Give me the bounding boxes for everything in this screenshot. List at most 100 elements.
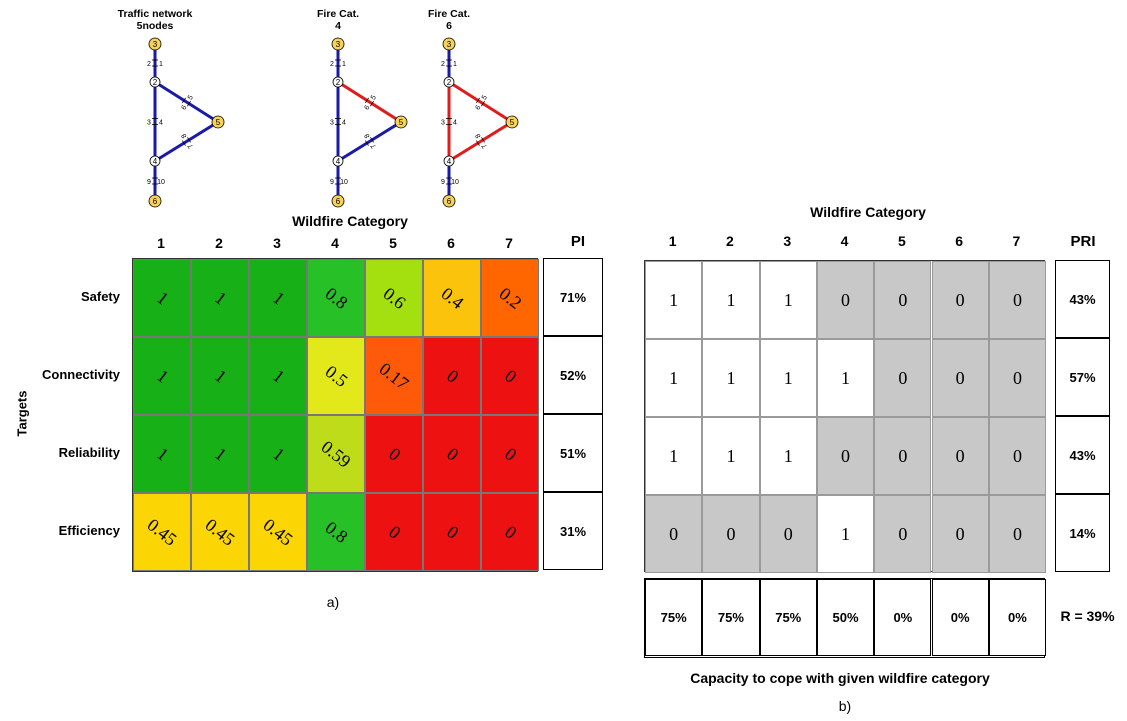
panel-b-capacity-value: 75% xyxy=(702,579,760,656)
node-label: 5 xyxy=(510,118,515,127)
panel-b-cell-value: 1 xyxy=(726,289,736,310)
panel-a-cell: 0.59 xyxy=(307,415,365,493)
link-label: 5 xyxy=(481,94,489,101)
panel-b-cell: 0 xyxy=(988,495,1047,573)
panel-a-cell-value: 0.59 xyxy=(317,436,355,472)
panel-a-cell: 1 xyxy=(191,337,249,415)
panel-b-cell-value: 0 xyxy=(783,523,793,544)
link-label: 9 xyxy=(330,179,334,186)
panel-a-cell: 0.45 xyxy=(133,493,191,571)
panel-a-cell: 1 xyxy=(133,415,191,493)
panel-a-cell-value: 0 xyxy=(442,520,463,543)
panel-a-cell: 0.8 xyxy=(307,259,365,337)
panel-b-category-header: 1 xyxy=(668,233,677,249)
panel-a-category-header: 1 xyxy=(157,235,165,251)
link-label: 9 xyxy=(441,179,445,186)
node-label: 3 xyxy=(336,40,341,49)
panel-b-capacity-value: 0% xyxy=(874,579,932,656)
panel-a-cell: 1 xyxy=(191,259,249,337)
panel-b-cell-value: 0 xyxy=(841,289,851,310)
panel-b-cell: 0 xyxy=(874,261,932,339)
panel-a-cell-value: 0.45 xyxy=(259,514,297,550)
panel-a-cell: 0.45 xyxy=(249,493,307,571)
node-label: 2 xyxy=(447,78,452,87)
panel-a-cell-value: 0 xyxy=(384,520,405,543)
network-node-n5 xyxy=(211,115,225,129)
panel-b-cell-value: 1 xyxy=(669,367,679,388)
panel-b-cell: 0 xyxy=(988,339,1047,417)
panel-a-row-label: Connectivity xyxy=(41,367,120,382)
node-label: 2 xyxy=(336,78,341,87)
panel-a-pi-value: 52% xyxy=(543,336,603,414)
panel-b-cell-value: 0 xyxy=(1012,367,1022,388)
panel-b-cell-value: 1 xyxy=(841,367,851,388)
network-node-n3 xyxy=(148,37,162,51)
panel-b-cell: 1 xyxy=(702,261,760,339)
network-node-n3 xyxy=(442,37,456,51)
panel-b-capacity-value: 75% xyxy=(759,579,817,656)
panel-b-category-header: 7 xyxy=(1012,233,1021,249)
panel-a-cell: 1 xyxy=(133,259,191,337)
panel-b-cell-value: 0 xyxy=(955,445,965,466)
panel-b-cell: 0 xyxy=(988,261,1047,339)
network-title-line2: 6 xyxy=(446,20,452,32)
panel-b-cell-value: 0 xyxy=(955,367,965,388)
panel-a-cell-value: 0.4 xyxy=(437,282,468,313)
panel-a-cell: 0 xyxy=(481,493,539,571)
panel-a-cell: 1 xyxy=(249,415,307,493)
panel-b-cell-value: 1 xyxy=(669,289,679,310)
link-label: 10 xyxy=(340,179,348,186)
network-node-n5 xyxy=(505,115,519,129)
panel-a-row-label: Efficiency xyxy=(58,523,120,538)
network-link-n2n5 xyxy=(448,80,513,124)
panel-a-row-label: Reliability xyxy=(58,445,120,460)
link-label: 4 xyxy=(342,120,346,127)
panel-a-cell-value: 0 xyxy=(384,442,405,465)
panel-b-cell: 0 xyxy=(816,417,875,495)
node-label: 4 xyxy=(336,157,341,166)
panel-b-matrix: 1 1 1 0 0 0 0 1 1 1 1 0 0 0 1 1 1 0 0 0 0 0 0 0 1 0 0 0 xyxy=(644,260,1047,573)
network-node-n2 xyxy=(332,76,344,88)
panel-b-category-header: 6 xyxy=(955,233,964,249)
link-label: 1 xyxy=(159,61,163,68)
panel-a-pi-value: 51% xyxy=(543,414,603,492)
panel-a-cell-value: 0 xyxy=(442,442,463,465)
panel-a-cell-value: 0 xyxy=(500,520,521,543)
panel-a-cell-value: 0.17 xyxy=(375,358,413,394)
panel-a-cell: 0 xyxy=(481,337,539,415)
link-label: 8 xyxy=(475,132,483,139)
panel-a-cell-value: 1 xyxy=(152,442,173,465)
panel-b-cell: 0 xyxy=(702,495,760,573)
panel-a-cell-value: 0.8 xyxy=(321,282,352,313)
network-node-n6 xyxy=(442,194,456,208)
panel-a-cell-value: 1 xyxy=(210,364,231,387)
link-label: 4 xyxy=(159,120,163,127)
panel-b-cell: 0 xyxy=(931,417,989,495)
panel-b-cell: 0 xyxy=(816,261,875,339)
link-label: 8 xyxy=(181,132,189,139)
panel-b-wildfire-category-title: Wildfire Category xyxy=(810,204,926,220)
link-label: 2 xyxy=(147,61,151,68)
network-node-n5 xyxy=(394,115,408,129)
network-title: Traffic network 5nodes xyxy=(100,8,210,32)
link-label: 10 xyxy=(451,179,459,186)
panel-b-cell-value: 1 xyxy=(783,289,793,310)
panel-a-cell-value: 0 xyxy=(442,364,463,387)
panel-a-cell: 0 xyxy=(481,415,539,493)
panel-a-category-header: 3 xyxy=(273,235,281,251)
capacity-label: Capacity to cope with given wildfire cat… xyxy=(690,670,990,686)
panel-b-cell: 1 xyxy=(645,339,703,417)
panel-b-cell: 1 xyxy=(816,339,875,417)
panel-b-cell: 0 xyxy=(931,339,989,417)
panel-b-cell-value: 0 xyxy=(669,523,679,544)
panel-b-cell-value: 0 xyxy=(841,445,851,466)
panel-a-cell-value: 0.2 xyxy=(495,282,526,313)
panel-a-cell: 0.6 xyxy=(365,259,423,337)
link-label: 5 xyxy=(187,94,195,101)
network-node-n4 xyxy=(443,155,455,167)
panel-a-cell: 0.17 xyxy=(365,337,423,415)
panel-b-capacity-value: 50% xyxy=(816,579,875,656)
panel-a-cell-value: 1 xyxy=(152,364,173,387)
panel-b-pri-value: 43% xyxy=(1055,260,1110,338)
link-label: 2 xyxy=(441,61,445,68)
